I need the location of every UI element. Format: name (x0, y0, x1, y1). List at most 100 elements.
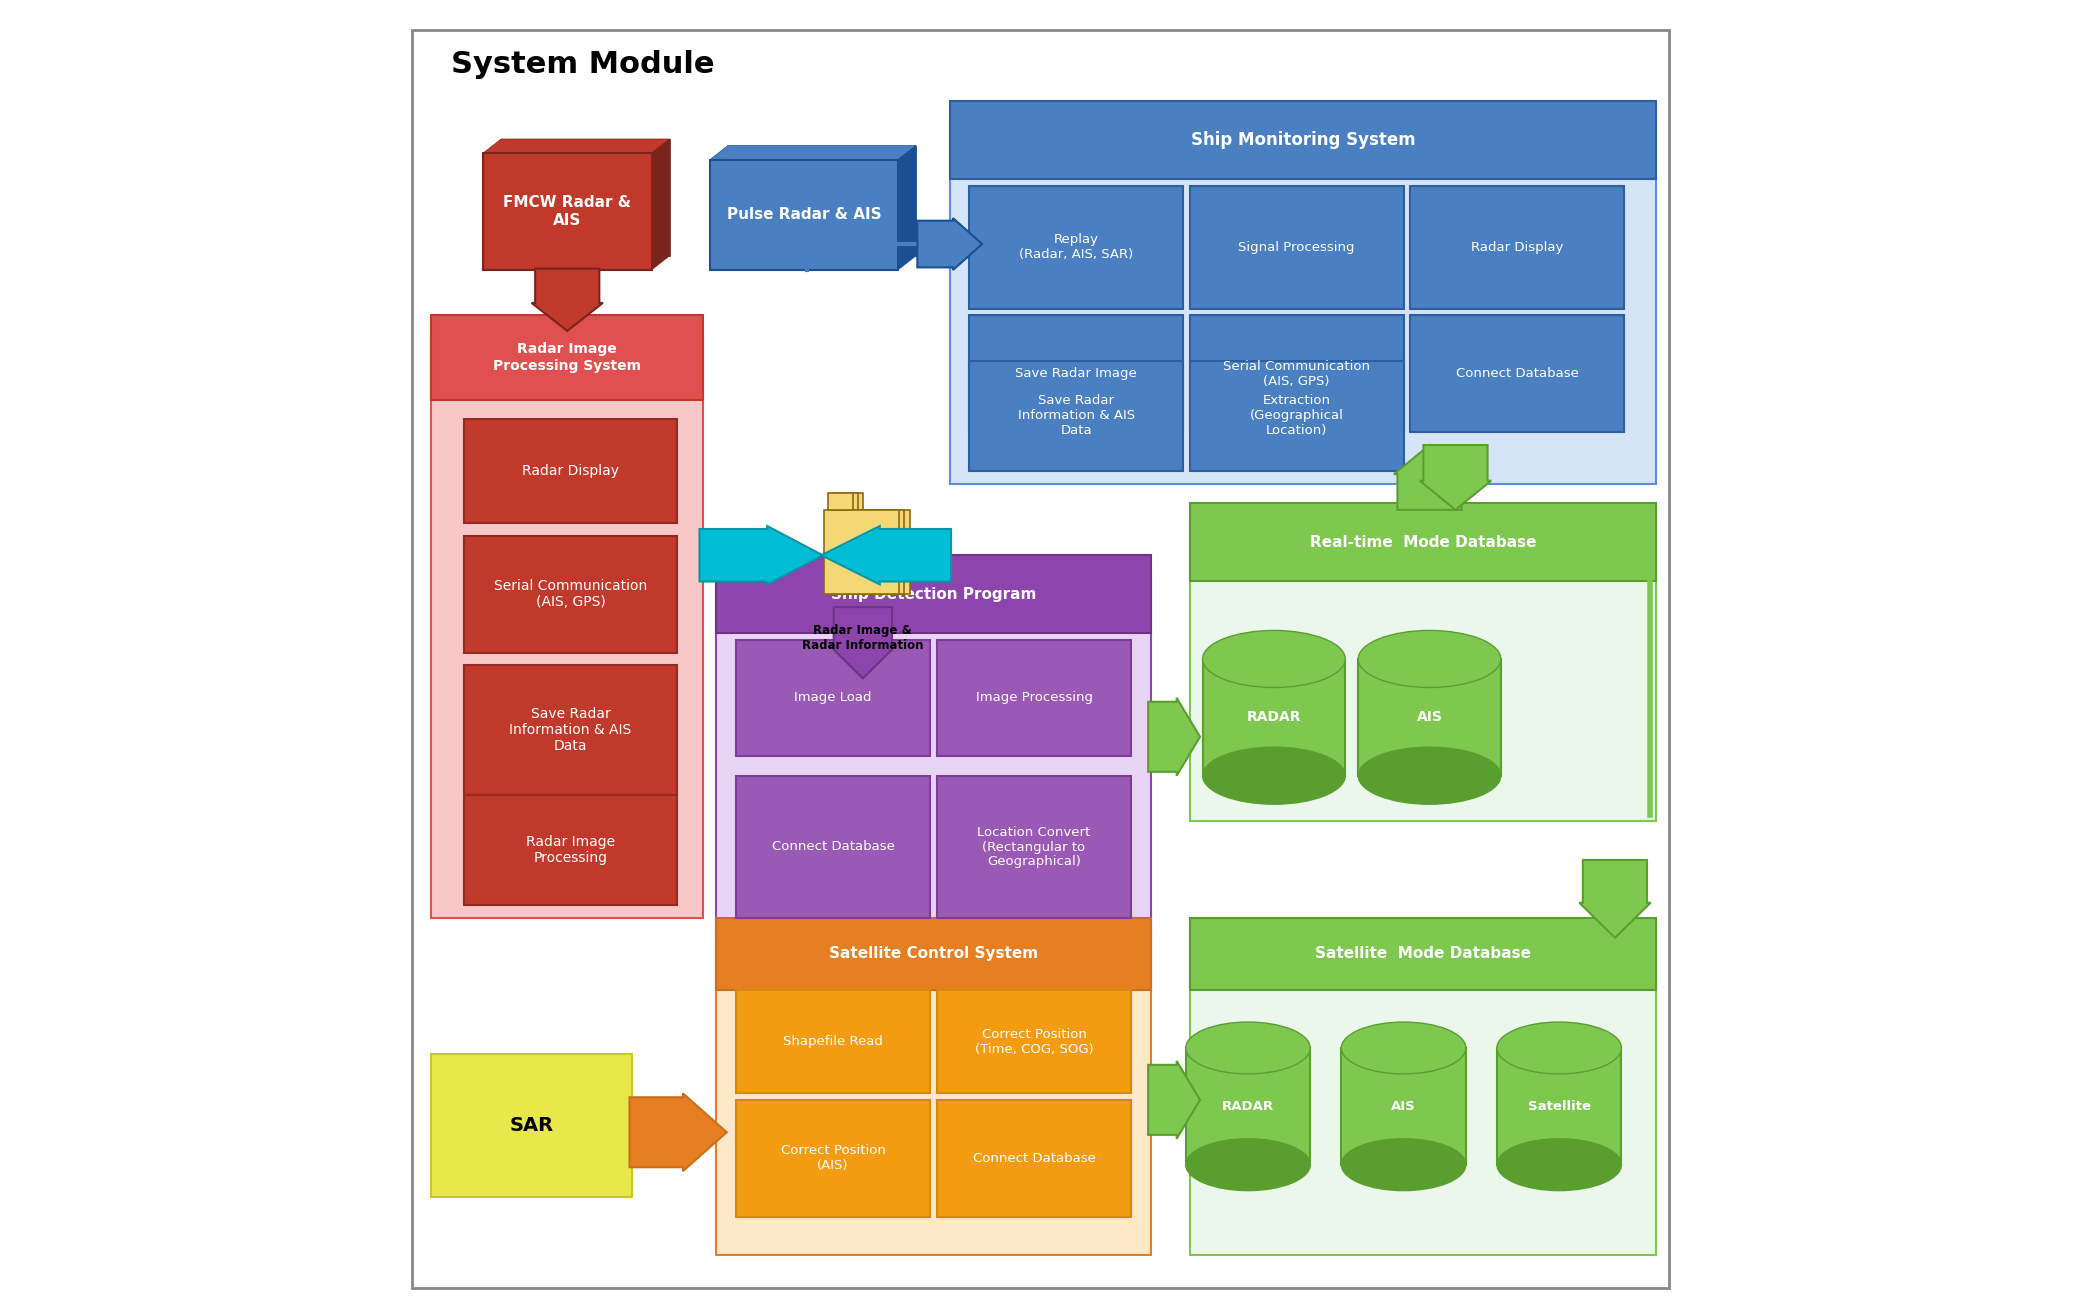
Text: Ship Detection Program: Ship Detection Program (831, 587, 1037, 602)
Polygon shape (1148, 698, 1200, 775)
Polygon shape (1359, 659, 1501, 775)
Polygon shape (829, 510, 905, 594)
FancyBboxPatch shape (1189, 360, 1403, 471)
Polygon shape (1579, 860, 1650, 938)
Text: System Module: System Module (450, 50, 714, 78)
FancyBboxPatch shape (970, 185, 1183, 309)
Polygon shape (651, 140, 670, 270)
Polygon shape (1148, 1061, 1200, 1139)
Polygon shape (710, 145, 915, 159)
Polygon shape (630, 1094, 727, 1171)
Text: AIS: AIS (1390, 1100, 1416, 1113)
Ellipse shape (1185, 1139, 1311, 1190)
FancyBboxPatch shape (936, 775, 1131, 919)
Ellipse shape (1342, 1022, 1466, 1074)
Text: Extraction
(Geographical
Location): Extraction (Geographical Location) (1250, 394, 1344, 437)
FancyBboxPatch shape (1189, 932, 1656, 1255)
FancyBboxPatch shape (735, 1100, 930, 1216)
FancyBboxPatch shape (729, 145, 915, 256)
Text: Radar Image
Processing System: Radar Image Processing System (494, 342, 641, 373)
FancyBboxPatch shape (431, 316, 704, 399)
FancyBboxPatch shape (710, 159, 898, 270)
FancyBboxPatch shape (484, 153, 651, 270)
Ellipse shape (1342, 1139, 1466, 1190)
Polygon shape (821, 526, 951, 585)
Text: Shapefile Read: Shapefile Read (783, 1035, 884, 1048)
Ellipse shape (1202, 630, 1344, 688)
Polygon shape (1202, 659, 1344, 775)
FancyBboxPatch shape (1409, 316, 1625, 432)
Ellipse shape (1359, 748, 1501, 804)
FancyBboxPatch shape (463, 419, 678, 523)
FancyBboxPatch shape (463, 536, 678, 652)
Text: Connect Database: Connect Database (972, 1152, 1095, 1164)
Text: Image Load: Image Load (794, 692, 871, 705)
Text: Satellite: Satellite (1529, 1100, 1591, 1113)
FancyBboxPatch shape (431, 335, 704, 919)
Text: Pulse Radar & AIS: Pulse Radar & AIS (727, 207, 882, 222)
Ellipse shape (1497, 1139, 1621, 1190)
Polygon shape (833, 493, 859, 510)
FancyBboxPatch shape (970, 316, 1183, 432)
Polygon shape (917, 218, 982, 270)
FancyBboxPatch shape (716, 574, 1152, 938)
Text: Serial Communication
(AIS, GPS): Serial Communication (AIS, GPS) (494, 579, 647, 609)
Text: Ship Monitoring System: Ship Monitoring System (1191, 132, 1416, 149)
FancyBboxPatch shape (716, 919, 1152, 989)
FancyBboxPatch shape (936, 639, 1131, 756)
Ellipse shape (1497, 1022, 1621, 1074)
FancyBboxPatch shape (500, 140, 670, 256)
FancyBboxPatch shape (1189, 919, 1656, 989)
Text: Signal Processing: Signal Processing (1238, 241, 1355, 253)
FancyBboxPatch shape (735, 989, 930, 1094)
Text: Satellite Control System: Satellite Control System (829, 946, 1039, 962)
Text: Radar Display: Radar Display (1470, 241, 1564, 253)
Text: Connect Database: Connect Database (771, 840, 894, 853)
FancyBboxPatch shape (936, 1100, 1131, 1216)
FancyBboxPatch shape (970, 360, 1183, 471)
FancyBboxPatch shape (463, 795, 678, 906)
Polygon shape (1342, 1048, 1466, 1164)
Polygon shape (532, 269, 603, 331)
Polygon shape (838, 493, 863, 510)
FancyBboxPatch shape (951, 102, 1656, 179)
FancyBboxPatch shape (735, 639, 930, 756)
Text: Satellite  Mode Database: Satellite Mode Database (1315, 946, 1531, 962)
Text: RADAR: RADAR (1246, 710, 1300, 724)
FancyBboxPatch shape (1189, 504, 1656, 581)
FancyBboxPatch shape (936, 989, 1131, 1094)
FancyBboxPatch shape (1409, 185, 1625, 309)
FancyBboxPatch shape (716, 555, 1152, 633)
Polygon shape (898, 145, 915, 270)
Polygon shape (827, 493, 852, 510)
Text: Real-time  Mode Database: Real-time Mode Database (1309, 535, 1537, 549)
FancyBboxPatch shape (1189, 523, 1656, 821)
Text: Save Radar Image: Save Radar Image (1016, 367, 1137, 380)
FancyBboxPatch shape (413, 30, 1669, 1288)
Text: Connect Database: Connect Database (1455, 367, 1579, 380)
FancyBboxPatch shape (1189, 185, 1403, 309)
Ellipse shape (1202, 748, 1344, 804)
Text: RADAR: RADAR (1223, 1100, 1273, 1113)
Polygon shape (823, 510, 898, 594)
Text: Replay
(Radar, AIS, SAR): Replay (Radar, AIS, SAR) (1020, 234, 1133, 261)
Text: Correct Position
(AIS): Correct Position (AIS) (781, 1144, 886, 1172)
FancyBboxPatch shape (431, 1054, 632, 1197)
Polygon shape (484, 140, 670, 153)
Polygon shape (1185, 1048, 1311, 1164)
FancyBboxPatch shape (735, 775, 930, 919)
Polygon shape (831, 607, 896, 679)
Text: Radar Image
Processing: Radar Image Processing (526, 835, 616, 865)
Text: SAR: SAR (509, 1116, 553, 1135)
FancyBboxPatch shape (951, 121, 1656, 484)
Text: Radar Display: Radar Display (521, 465, 620, 478)
Ellipse shape (1359, 630, 1501, 688)
Text: Radar Image &
Radar Information: Radar Image & Radar Information (802, 624, 923, 652)
FancyBboxPatch shape (463, 666, 678, 795)
Text: Location Convert
(Rectangular to
Geographical): Location Convert (Rectangular to Geograp… (978, 826, 1091, 869)
Text: Serial Communication
(AIS, GPS): Serial Communication (AIS, GPS) (1223, 360, 1369, 388)
Text: FMCW Radar &
AIS: FMCW Radar & AIS (503, 196, 630, 228)
Polygon shape (1395, 445, 1466, 510)
Polygon shape (699, 526, 823, 585)
Polygon shape (1497, 1048, 1621, 1164)
